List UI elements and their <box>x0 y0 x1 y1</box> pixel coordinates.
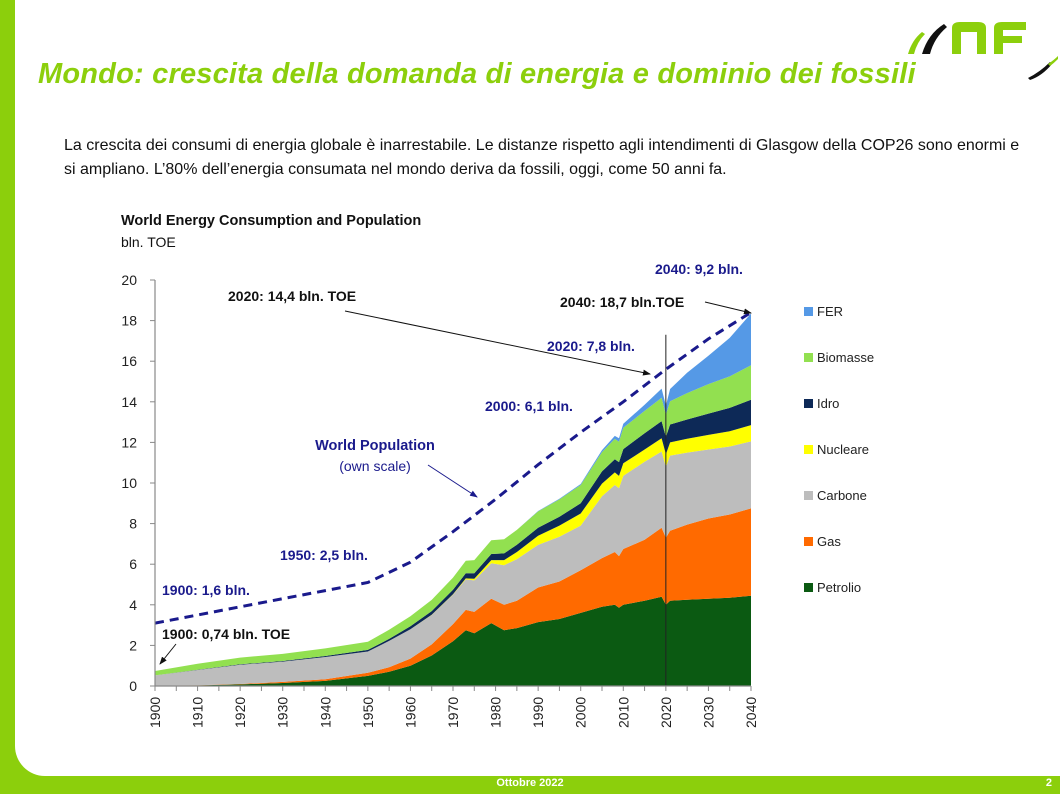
slide-paragraph: La crescita dei consumi di energia globa… <box>64 137 1020 178</box>
slide-title: Mondo: crescita della domanda di energia… <box>38 58 916 90</box>
x-tick-label: 2040 <box>743 697 759 728</box>
x-tick-label: 2030 <box>700 697 716 728</box>
x-tick-label: 2020 <box>658 697 674 728</box>
legend-label: Petrolio <box>817 580 862 595</box>
legend-swatch <box>804 537 813 546</box>
area-idro <box>155 399 751 676</box>
area-carbone <box>155 441 751 686</box>
x-tick-label: 1910 <box>190 697 206 728</box>
page-number: 2 <box>1045 777 1052 789</box>
legend-swatch <box>804 399 813 408</box>
y-tick-label: 4 <box>129 597 137 613</box>
y-tick-label: 18 <box>121 313 137 329</box>
y-tick-label: 14 <box>121 394 137 410</box>
legend-label: Idro <box>817 396 840 411</box>
legend-label: Nucleare <box>817 442 870 457</box>
annotation-pop-label: World Population <box>315 438 435 454</box>
legend-item-biomasse: Biomasse <box>804 350 874 366</box>
annotation-toe-2040: 2040: 18,7 bln.TOE <box>560 294 684 310</box>
annotation-pop-2020: 2020: 7,8 bln. <box>547 338 635 354</box>
x-ticks: 1900 1910 1920 1930 1940 1950 1960 1970 1980 1990… <box>147 686 759 728</box>
chart-unit-label: bln. TOE <box>121 234 176 250</box>
x-tick-label: 1970 <box>445 697 461 728</box>
annotation-pop-1900: 1900: 1,6 bln. <box>162 582 250 598</box>
area-gas <box>155 508 751 686</box>
annotation-pop-2000: 2000: 6,1 bln. <box>485 398 573 414</box>
x-tick-label: 1940 <box>317 697 333 728</box>
footer-band <box>0 776 1060 794</box>
legend-item-fer: FER <box>804 304 843 320</box>
y-tick-label: 6 <box>129 556 137 572</box>
legend-swatch <box>804 491 813 500</box>
legend-swatch <box>804 445 813 454</box>
area-petrolio <box>155 595 751 686</box>
x-tick-label: 1950 <box>360 697 376 728</box>
legend-item-petrolio: Petrolio <box>804 580 861 596</box>
legend-item-carbone: Carbone <box>804 488 867 504</box>
annotation-toe-2020: 2020: 14,4 bln. TOE <box>228 288 356 304</box>
y-tick-label: 0 <box>129 678 137 694</box>
x-tick-label: 1990 <box>530 697 546 728</box>
legend-item-gas: Gas <box>804 534 841 550</box>
legend-swatch <box>804 307 813 316</box>
x-tick-label: 2010 <box>615 697 631 728</box>
y-tick-label: 20 <box>121 272 137 288</box>
x-tick-label: 1930 <box>275 697 291 728</box>
y-ticks: 0 2 4 6 8 10 12 14 16 18 20 <box>121 272 155 694</box>
area-biomasse <box>155 365 751 676</box>
arrow-toe-1900 <box>159 643 177 665</box>
legend-item-idro: Idro <box>804 396 839 412</box>
legend-label: Biomasse <box>817 350 875 365</box>
legend-item-nucleare: Nucleare <box>804 442 869 458</box>
legend-swatch <box>804 583 813 592</box>
y-tick-label: 2 <box>129 637 137 653</box>
annotation-pop-2040: 2040: 9,2 bln. <box>655 261 743 277</box>
y-tick-label: 8 <box>129 516 137 532</box>
legend-label: Carbone <box>817 488 867 503</box>
footer-date: Ottobre 2022 <box>496 777 564 789</box>
y-tick-label: 12 <box>121 434 137 450</box>
x-tick-label: 1980 <box>488 697 504 728</box>
chart-title: World Energy Consumption and Population <box>121 213 422 229</box>
left-accent-bar <box>0 0 15 794</box>
nf-logo-icon <box>908 22 1058 80</box>
annotation-toe-1900: 1900: 0,74 bln. TOE <box>162 626 290 642</box>
annotation-pop-1950: 1950: 2,5 bln. <box>280 547 368 563</box>
y-tick-label: 10 <box>121 475 137 491</box>
annotation-pop-sublabel: (own scale) <box>339 458 411 474</box>
arrow-pop-label <box>427 464 478 498</box>
y-tick-label: 16 <box>121 353 137 369</box>
x-tick-label: 1960 <box>402 697 418 728</box>
area-nucleare <box>155 425 751 676</box>
population-line <box>154 311 752 625</box>
stacked-areas <box>155 313 751 686</box>
legend-label: FER <box>817 304 843 319</box>
x-tick-label: 2000 <box>573 697 589 728</box>
legend-label: Gas <box>817 534 841 549</box>
legend-swatch <box>804 353 813 362</box>
x-tick-label: 1900 <box>147 697 163 728</box>
arrow-toe-2040 <box>704 301 752 315</box>
arrow-toe-2020 <box>344 310 651 376</box>
x-tick-label: 1920 <box>232 697 248 728</box>
